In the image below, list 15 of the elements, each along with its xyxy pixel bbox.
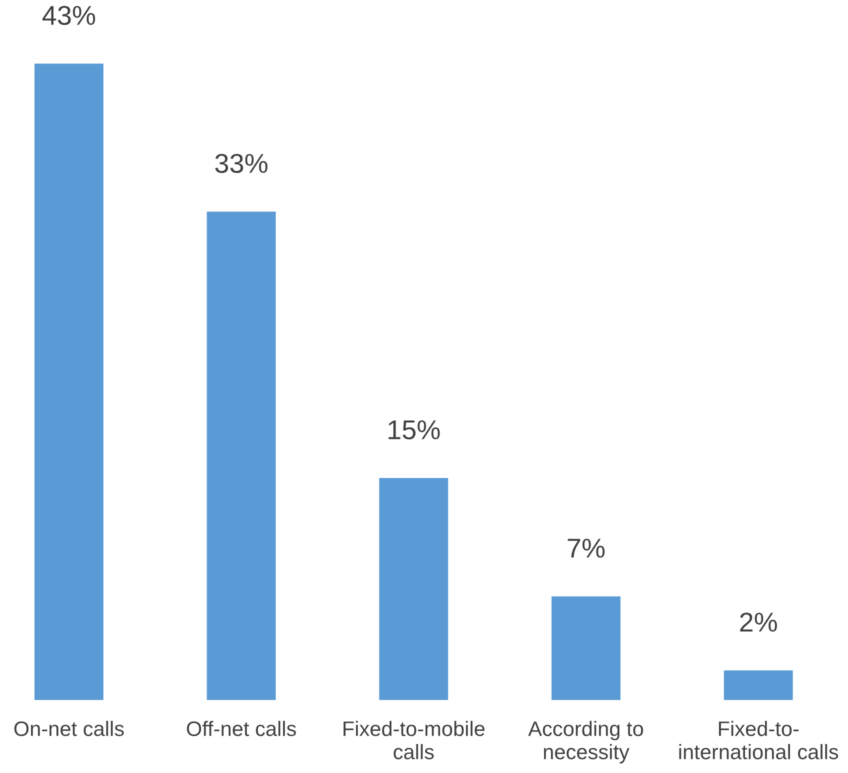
- data-label: 2%: [740, 612, 777, 632]
- bar: [206, 212, 276, 700]
- x-tick-label: Off-net calls: [186, 720, 296, 736]
- bar: [724, 670, 793, 700]
- bar: [34, 64, 104, 700]
- data-label: 7%: [568, 538, 605, 558]
- bar: [379, 478, 448, 700]
- x-tick-label: Fixed-to-international calls: [679, 720, 838, 760]
- x-tick-label: Fixed-to-mobile calls: [344, 720, 485, 760]
- data-label: 43%: [42, 6, 96, 26]
- data-label: 15%: [388, 420, 440, 440]
- x-tick-label: According to necessity: [528, 720, 644, 764]
- x-tick-label: On-net calls: [14, 720, 124, 736]
- data-label: 33%: [215, 154, 268, 174]
- bar: [552, 596, 620, 700]
